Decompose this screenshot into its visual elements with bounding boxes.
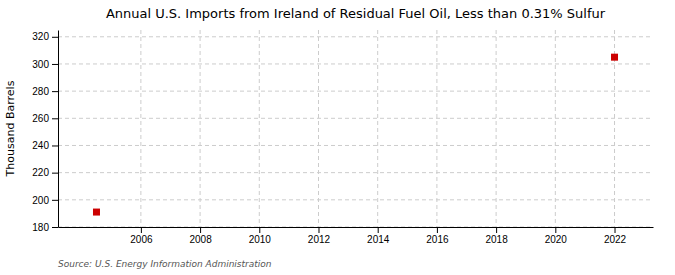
y-axis-line [58,31,59,228]
y-tick-label: 200 [32,195,49,206]
x-tick-label: 2020 [545,234,568,245]
x-tick: 2008 [189,227,212,245]
y-tick: 220 [32,167,58,178]
y-tick: 240 [32,140,58,151]
y-tick-mark [52,145,58,146]
x-tick: 2006 [130,227,153,245]
grid-line [377,30,378,227]
grid-line [58,63,653,64]
y-tick-mark [52,64,58,65]
y-tick-label: 300 [32,59,49,70]
grid-line [259,30,260,227]
x-tick-label: 2022 [604,234,627,245]
x-tick: 2012 [308,227,331,245]
grid-line [496,30,497,227]
y-axis: 180 200 220 240 260 280 300 320 [32,31,58,233]
x-tick-mark [259,227,260,233]
grid-line [58,145,653,146]
y-tick-label: 260 [32,113,49,124]
y-tick-label: 220 [32,167,49,178]
x-tick-label: 2006 [130,234,153,245]
grid-line [58,227,653,228]
x-tick-mark [318,227,319,233]
y-tick: 280 [32,86,58,97]
y-tick-label: 280 [32,86,49,97]
y-tick-label: 180 [32,222,49,233]
y-tick-mark [52,227,58,228]
y-tick-mark [52,118,58,119]
x-tick-label: 2008 [189,234,212,245]
plot-area: 2006 2008 2010 2012 2014 2016 2018 2020 2022 180 2… [32,30,653,245]
grid-line [200,30,201,227]
x-tick: 2016 [426,227,449,245]
x-tick-label: 2014 [367,234,390,245]
chart: 2006 2008 2010 2012 2014 2016 2018 2020 2022 180 2… [0,0,675,275]
points [93,54,618,216]
grid-line [318,30,319,227]
x-tick: 2018 [485,227,508,245]
x-tick-label: 2012 [308,234,331,245]
title: Annual U.S. Imports from Ireland of Resi… [106,6,606,21]
y-tick-mark [52,37,58,38]
x-tick: 2014 [367,227,390,245]
x-tick-label: 2010 [249,234,272,245]
y-axis-title: Thousand Barrels [4,80,17,177]
x-tick-label: 2018 [485,234,508,245]
x-tick-label: 2016 [426,234,449,245]
grid [58,30,653,227]
x-axis-line [59,227,654,228]
x-tick: 2022 [604,227,627,245]
x-tick-mark [437,227,438,233]
y-tick-mark [52,91,58,92]
grid-line [140,30,141,227]
grid-line [58,36,653,37]
x-tick-mark [615,227,616,233]
y-tick-label: 320 [32,31,49,42]
y-tick-label: 240 [32,140,49,151]
y-tick: 320 [32,31,58,42]
x-tick-mark [555,227,556,233]
x-tick: 2020 [545,227,568,245]
point [93,209,100,216]
y-tick: 180 [32,222,58,233]
x-tick-mark [378,227,379,233]
x-tick-mark [200,227,201,233]
y-tick-mark [52,173,58,174]
x-tick-mark [141,227,142,233]
grid-line [436,30,437,227]
point [611,54,618,61]
grid-line [58,199,653,200]
y-tick: 200 [32,195,58,206]
grid-line [555,30,556,227]
x-tick: 2010 [249,227,272,245]
y-tick-mark [52,200,58,201]
y-tick: 260 [32,113,58,124]
source-note: Source: U.S. Energy Information Administ… [58,259,272,269]
x-tick-mark [496,227,497,233]
grid-line [58,91,653,92]
y-tick: 300 [32,59,58,70]
x-axis: 2006 2008 2010 2012 2014 2016 2018 2020 2022 [59,227,654,245]
grid-line [58,172,653,173]
grid-line [58,118,653,119]
